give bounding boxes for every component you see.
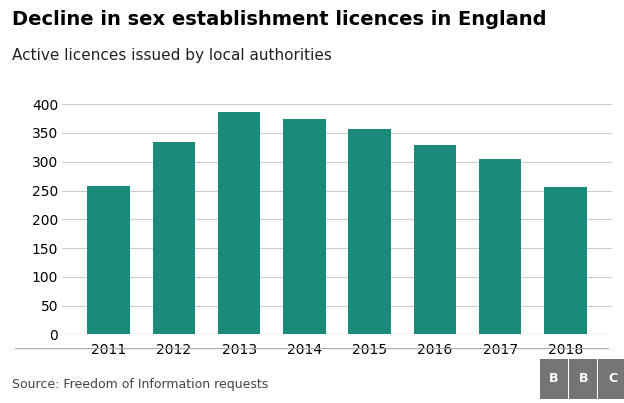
Text: C: C: [608, 372, 617, 385]
Text: B: B: [578, 372, 588, 385]
Bar: [218, 112, 260, 334]
Bar: [153, 141, 195, 334]
Bar: [479, 160, 521, 334]
Bar: [87, 186, 130, 334]
Bar: [348, 129, 391, 334]
Text: Source: Freedom of Information requests: Source: Freedom of Information requests: [12, 378, 269, 391]
Text: Active licences issued by local authorities: Active licences issued by local authorit…: [12, 48, 333, 63]
Bar: [544, 187, 587, 334]
Text: B: B: [549, 372, 558, 385]
Bar: [283, 118, 326, 334]
Bar: [414, 145, 456, 334]
Text: Decline in sex establishment licences in England: Decline in sex establishment licences in…: [12, 10, 547, 29]
